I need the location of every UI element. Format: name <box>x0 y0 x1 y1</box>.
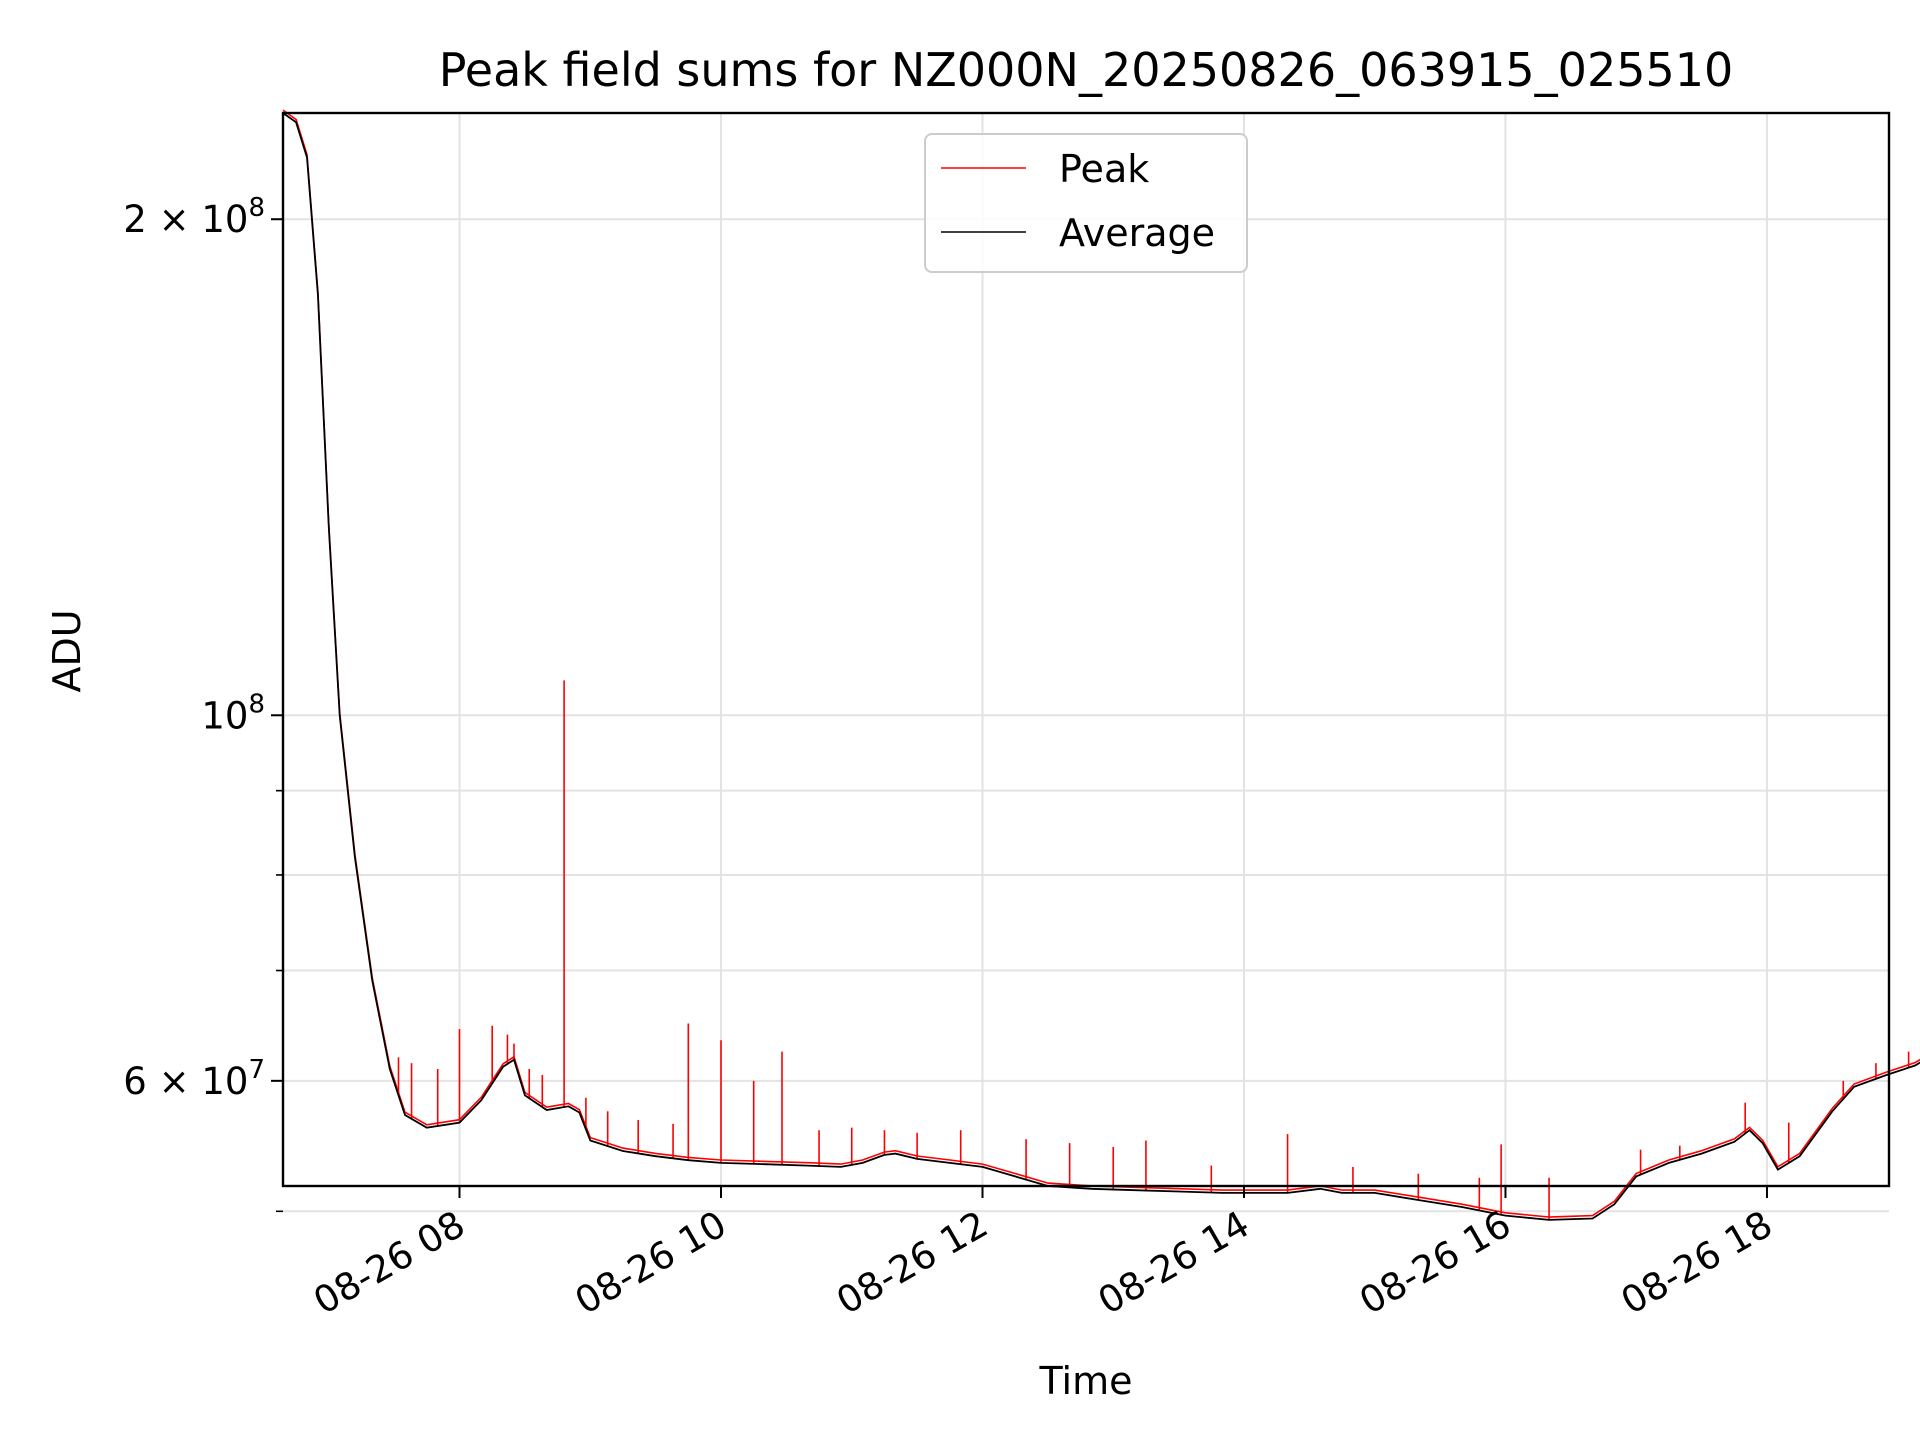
series-average-line <box>282 112 1920 1221</box>
plot-lines <box>282 109 1920 1221</box>
chart-title: Peak field sums for NZ000N_20250826_0639… <box>439 43 1734 97</box>
legend-label-peak: Peak <box>1059 147 1149 191</box>
y-tick-exponent: 8 <box>248 193 265 223</box>
x-axis-title: Time <box>1039 1359 1133 1403</box>
y-tick-label: 108 <box>201 689 265 737</box>
series-peak-line <box>282 109 1920 1218</box>
y-tick-base: 6 × 10 <box>123 1060 248 1103</box>
plot-frame <box>281 111 1891 1188</box>
y-tick-label: 6 × 107 <box>123 1055 265 1103</box>
legend: Peak Average <box>924 133 1248 273</box>
y-tick-base: 10 <box>201 694 248 737</box>
y-tick-label: 2 × 108 <box>123 193 265 241</box>
y-axis-title: ADU <box>45 609 89 692</box>
y-tick-exponent: 8 <box>248 689 265 719</box>
legend-label-average: Average <box>1059 211 1215 255</box>
y-tick-exponent: 7 <box>248 1055 265 1085</box>
y-tick-base: 2 × 10 <box>123 198 248 241</box>
grid <box>283 113 1889 1213</box>
